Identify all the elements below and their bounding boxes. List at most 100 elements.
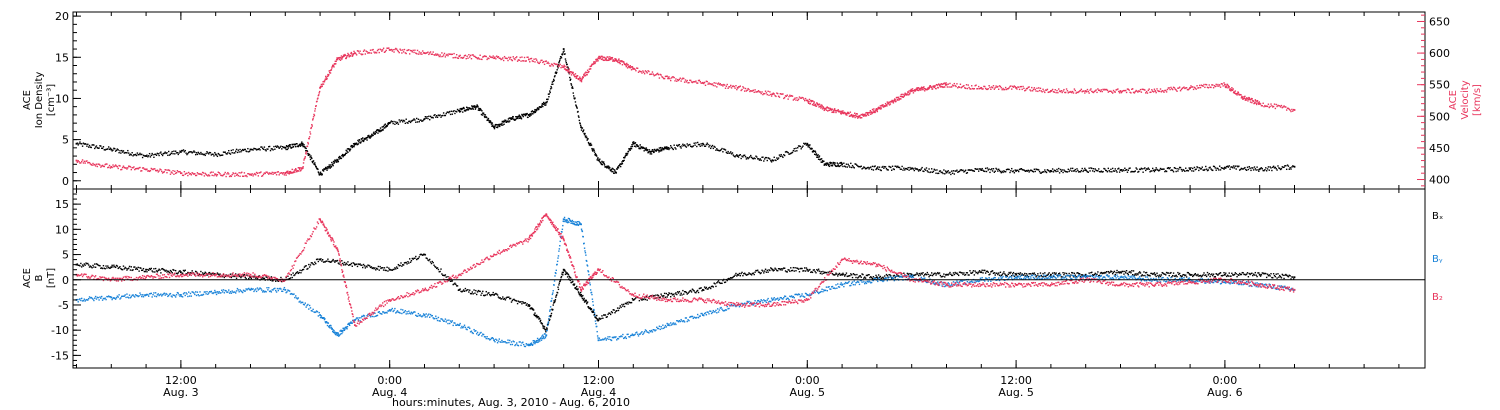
ion-density-trace-point [1203, 169, 1205, 172]
b-bx-trace-point [807, 270, 809, 272]
velocity-trace-point [630, 69, 633, 71]
b-bx-trace-point [773, 269, 775, 271]
ion-density-trace-point [276, 145, 279, 147]
b-bx-trace-point [981, 269, 983, 271]
ion-density-trace-point [1201, 166, 1203, 168]
velocity-trace-point [652, 73, 654, 75]
b-bx-trace-point [121, 268, 124, 271]
b-bx-trace-point [495, 293, 498, 295]
b-bx-trace-point [408, 258, 411, 260]
b-bx-trace-point [1207, 274, 1210, 276]
velocity-trace-point [435, 53, 437, 55]
velocity-trace-point [910, 88, 912, 91]
velocity-trace-point [433, 54, 435, 56]
ion-density-trace-point [353, 144, 356, 146]
b-bx-trace-point [1060, 276, 1063, 278]
ion-density-trace-point [1086, 171, 1089, 173]
velocity-trace-point [304, 157, 306, 159]
b-bx-trace-point [575, 288, 578, 290]
b-bx-trace-point [343, 261, 346, 264]
ion-density-trace-point [489, 120, 492, 123]
ion-density-trace-point [783, 154, 785, 156]
b-bx-trace-point [892, 275, 895, 277]
velocity-trace-point [372, 48, 374, 51]
ion-density-trace-point [1069, 169, 1071, 171]
b-bx-trace-point [518, 301, 521, 303]
b-bx-trace-point [748, 272, 750, 274]
ion-density-trace-point [562, 51, 564, 53]
b-bx-trace-point [112, 266, 114, 268]
ion-density-trace-point [1109, 170, 1111, 173]
ion-density-trace-point [194, 151, 196, 153]
velocity-trace-point [413, 51, 415, 54]
velocity-trace-point [418, 51, 420, 53]
b-bx-trace-point [498, 297, 501, 299]
velocity-trace-point [1209, 86, 1211, 88]
velocity-trace-point [922, 87, 925, 89]
ion-density-trace-point [459, 111, 461, 113]
velocity-trace-point [157, 171, 159, 173]
b-bx-trace-point [1156, 272, 1158, 274]
b-bx-trace-point [176, 273, 179, 275]
velocity-trace-point [568, 70, 570, 72]
b-bx-trace-point [706, 288, 708, 290]
velocity-trace-point [657, 73, 660, 76]
velocity-trace-point [228, 175, 231, 178]
b-bx-trace-point [728, 277, 730, 280]
velocity-trace-point [344, 54, 347, 57]
b-bx-trace-point [355, 263, 357, 266]
ion-density-trace-point [593, 149, 595, 152]
velocity-trace-point [375, 51, 377, 54]
velocity-trace-point [669, 79, 672, 82]
velocity-trace-point [1286, 107, 1289, 109]
velocity-trace-point [896, 96, 898, 99]
velocity-trace-point [1098, 89, 1101, 92]
ion-density-trace-point [790, 152, 792, 155]
ion-density-trace-point [499, 125, 501, 128]
velocity-trace-point [308, 136, 311, 138]
ion-density-trace-point [489, 121, 491, 124]
velocity-trace-point [103, 165, 106, 168]
velocity-trace-point [841, 112, 844, 114]
ion-density-trace-point [308, 153, 310, 155]
ion-density-trace-point [402, 119, 405, 122]
ion-density-trace-point [234, 152, 236, 154]
ion-density-trace-point [188, 151, 191, 153]
velocity-trace-point [866, 113, 869, 116]
ion-density-trace-point [411, 119, 414, 122]
ion-density-trace-point [107, 146, 110, 148]
velocity-trace-point [1203, 83, 1205, 86]
b-bx-trace-point [1027, 276, 1029, 278]
b-bx-trace-point [924, 273, 926, 276]
velocity-trace-point [155, 170, 158, 172]
ion-density-trace-point [663, 146, 666, 148]
b-bx-trace-point [298, 271, 300, 274]
ion-density-trace-point [449, 110, 451, 113]
velocity-trace-point [454, 56, 456, 59]
ion-density-trace-point [986, 167, 989, 169]
velocity-trace-point [362, 50, 365, 52]
ion-density-trace-point [870, 168, 873, 171]
ion-density-trace-point [750, 156, 753, 159]
b-bx-trace-point [598, 317, 601, 319]
ion-density-trace-point [617, 166, 619, 168]
velocity-trace-point [261, 174, 264, 177]
b-bx-trace-point [496, 294, 499, 296]
ion-density-trace-point [1256, 166, 1258, 168]
ion-density-trace-point [166, 152, 168, 154]
b-bx-trace-point [913, 274, 916, 276]
ion-density-trace-point [1043, 171, 1045, 173]
b-bx-trace-point [107, 265, 109, 267]
ion-density-trace-point [345, 149, 347, 152]
ion-density-trace-point [292, 145, 295, 148]
b-bx-trace-point [949, 271, 951, 274]
velocity-trace-point [871, 112, 873, 115]
b-bx-trace-point [855, 276, 857, 279]
b-bx-point [1084, 273, 1087, 276]
velocity-trace-point [759, 91, 762, 93]
velocity-trace-point [927, 87, 929, 89]
ion-density-trace-point [414, 119, 416, 121]
velocity-trace-point [1278, 105, 1280, 107]
velocity-trace-point [715, 82, 717, 84]
velocity-trace-point [656, 73, 658, 75]
